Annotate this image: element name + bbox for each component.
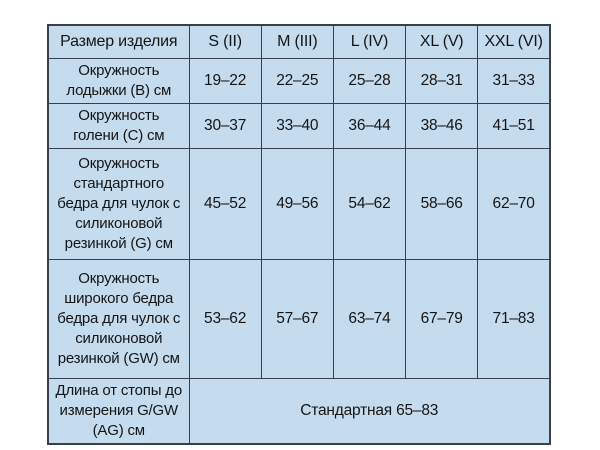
table-row-length: Длина от стопы до измерения G/GW (AG) см… bbox=[47, 377, 551, 444]
cell-value: 30–37 bbox=[188, 102, 262, 149]
cell-value: 49–56 bbox=[260, 147, 334, 260]
row-label-standard-thigh: Окружность стандартного бедра для чулок … bbox=[47, 147, 190, 260]
cell-value: 36–44 bbox=[332, 102, 407, 149]
table-row-ankle: Окружность лодыжки (B) см 19–22 22–25 25… bbox=[47, 57, 551, 104]
cell-value: 62–70 bbox=[477, 147, 551, 260]
cell-value: 67–79 bbox=[405, 258, 479, 379]
cell-value: 71–83 bbox=[477, 258, 551, 379]
cell-value: 58–66 bbox=[405, 147, 479, 260]
header-row: Размер изделия S (II) M (III) L (IV) XL … bbox=[47, 24, 551, 59]
header-size-xl: XL (V) bbox=[405, 24, 479, 59]
table-row-wide-thigh: Окружность широкого бедра бедра для чуло… bbox=[47, 258, 551, 379]
row-label-ankle: Окружность лодыжки (B) см bbox=[47, 57, 190, 104]
cell-value: 28–31 bbox=[405, 57, 479, 104]
cell-value: 45–52 bbox=[188, 147, 262, 260]
cell-value: 19–22 bbox=[188, 57, 262, 104]
row-label-wide-thigh: Окружность широкого бедра бедра для чуло… bbox=[47, 258, 190, 379]
cell-value: 57–67 bbox=[260, 258, 334, 379]
row-label-length: Длина от стопы до измерения G/GW (AG) см bbox=[47, 377, 190, 444]
size-table: Размер изделия S (II) M (III) L (IV) XL … bbox=[47, 24, 551, 445]
cell-value: 41–51 bbox=[477, 102, 551, 149]
cell-value: 25–28 bbox=[332, 57, 407, 104]
cell-value: 22–25 bbox=[260, 57, 334, 104]
cell-value: 38–46 bbox=[405, 102, 479, 149]
cell-value: 31–33 bbox=[477, 57, 551, 104]
cell-value-span: Стандартная 65–83 bbox=[188, 377, 551, 444]
table-row-calf: Окружность голени (C) см 30–37 33–40 36–… bbox=[47, 102, 551, 149]
cell-value: 33–40 bbox=[260, 102, 334, 149]
row-label-calf: Окружность голени (C) см bbox=[47, 102, 190, 149]
cell-value: 54–62 bbox=[332, 147, 407, 260]
header-size-l: L (IV) bbox=[332, 24, 407, 59]
header-size-m: M (III) bbox=[260, 24, 334, 59]
header-size-xxl: XXL (VI) bbox=[477, 24, 551, 59]
cell-value: 53–62 bbox=[188, 258, 262, 379]
header-product-size: Размер изделия bbox=[47, 24, 190, 59]
cell-value: 63–74 bbox=[332, 258, 407, 379]
table-row-standard-thigh: Окружность стандартного бедра для чулок … bbox=[47, 147, 551, 260]
header-size-s: S (II) bbox=[188, 24, 262, 59]
